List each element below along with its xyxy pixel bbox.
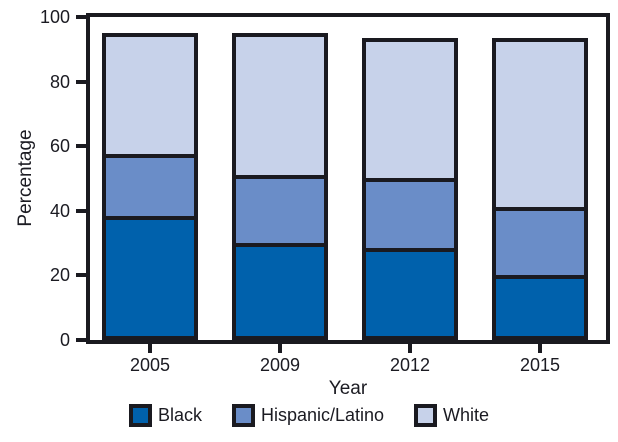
legend-item-hispanic-latino: Hispanic/Latino (231, 404, 385, 427)
y-tick-label: 100 (39, 7, 70, 27)
bar-2012 (362, 38, 458, 340)
segment-white-2005 (106, 37, 194, 158)
y-tick-label: 0 (59, 330, 70, 350)
segment-black-2012 (366, 251, 454, 337)
segment-white-2012 (366, 42, 454, 183)
y-tick (76, 273, 86, 278)
x-tick (538, 344, 542, 353)
legend-label: Black (157, 405, 202, 425)
y-tick (76, 79, 86, 84)
legend-item-white: White (414, 404, 489, 427)
legend-swatch (128, 404, 152, 427)
legend-swatch (414, 404, 438, 427)
segment-hispanic-latino-2012 (366, 182, 454, 252)
bar-2015 (492, 38, 588, 340)
segment-hispanic-latino-2009 (236, 178, 324, 248)
bar-2005 (102, 33, 198, 340)
x-tick-label: 2009 (259, 355, 301, 375)
legend-item-black: Black (128, 404, 202, 427)
y-tick (76, 208, 86, 213)
y-tick (76, 338, 86, 342)
x-tick-label: 2005 (129, 355, 171, 375)
legend-swatch (231, 404, 255, 427)
segment-hispanic-latino-2015 (496, 211, 584, 280)
segment-black-2009 (236, 247, 324, 336)
x-tick (278, 344, 282, 353)
segment-hispanic-latino-2005 (106, 157, 194, 220)
y-tick-label: 20 (49, 265, 70, 286)
x-tick (408, 344, 412, 353)
legend-label: Hispanic/Latino (260, 405, 385, 425)
x-axis-title: Year (328, 378, 368, 399)
bars-container (90, 17, 606, 340)
segment-white-2009 (236, 37, 324, 179)
legend: Black Hispanic/Latino White (0, 404, 618, 427)
x-tick-label: 2015 (519, 355, 561, 375)
y-tick-label: 80 (49, 71, 70, 92)
y-tick-label: 40 (49, 200, 70, 221)
y-tick-label: 60 (49, 136, 70, 157)
bar-2009 (232, 33, 328, 340)
y-tick (76, 15, 86, 19)
legend-label: White (443, 405, 490, 425)
segment-black-2015 (496, 279, 584, 336)
segment-white-2015 (496, 42, 584, 212)
x-tick-label: 2012 (389, 355, 431, 375)
x-tick (148, 344, 152, 353)
segment-black-2005 (106, 219, 194, 337)
y-tick (76, 144, 86, 149)
